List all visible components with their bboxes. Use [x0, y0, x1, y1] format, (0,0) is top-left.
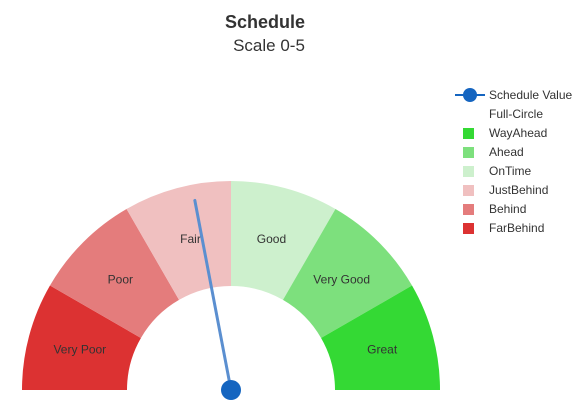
gauge-band-fair[interactable]	[126, 181, 231, 300]
legend-swatch	[463, 185, 474, 196]
legend-label: Behind	[489, 202, 527, 216]
chart-title: Schedule	[224, 12, 306, 32]
gauge-band-label: Great	[367, 343, 398, 357]
legend-swatch	[463, 166, 474, 177]
gauge-needle	[193, 198, 233, 392]
gauge-band-label: Fair	[180, 232, 201, 246]
gauge-band-label: Very Good	[313, 272, 370, 286]
legend-swatch	[463, 223, 474, 234]
legend-label: Full-Circle	[489, 107, 543, 121]
gauge-band-label: Very Poor	[53, 343, 106, 357]
legend-dot-symbol	[463, 88, 477, 102]
chart-subtitle: Scale 0-5	[233, 36, 305, 55]
gauge-band-poor[interactable]	[49, 208, 180, 339]
legend-label: Schedule Value	[489, 88, 573, 102]
legend-swatch	[463, 204, 474, 215]
gauge-band-great[interactable]	[321, 285, 440, 390]
gauge-band-label: Poor	[108, 272, 133, 286]
legend-label: FarBehind	[489, 221, 545, 235]
gauge-band-good[interactable]	[231, 181, 336, 300]
legend-label: JustBehind	[489, 183, 549, 197]
gauge-band-very-poor[interactable]	[22, 285, 141, 390]
gauge-band-very-good[interactable]	[282, 208, 413, 339]
gauge-pivot[interactable]	[221, 380, 241, 400]
legend-label: Ahead	[489, 145, 524, 159]
legend-label: OnTime	[489, 164, 532, 178]
legend-label: WayAhead	[489, 126, 548, 140]
legend-swatch	[463, 147, 474, 158]
gauge-band-label: Good	[257, 232, 286, 246]
legend-swatch	[463, 128, 474, 139]
